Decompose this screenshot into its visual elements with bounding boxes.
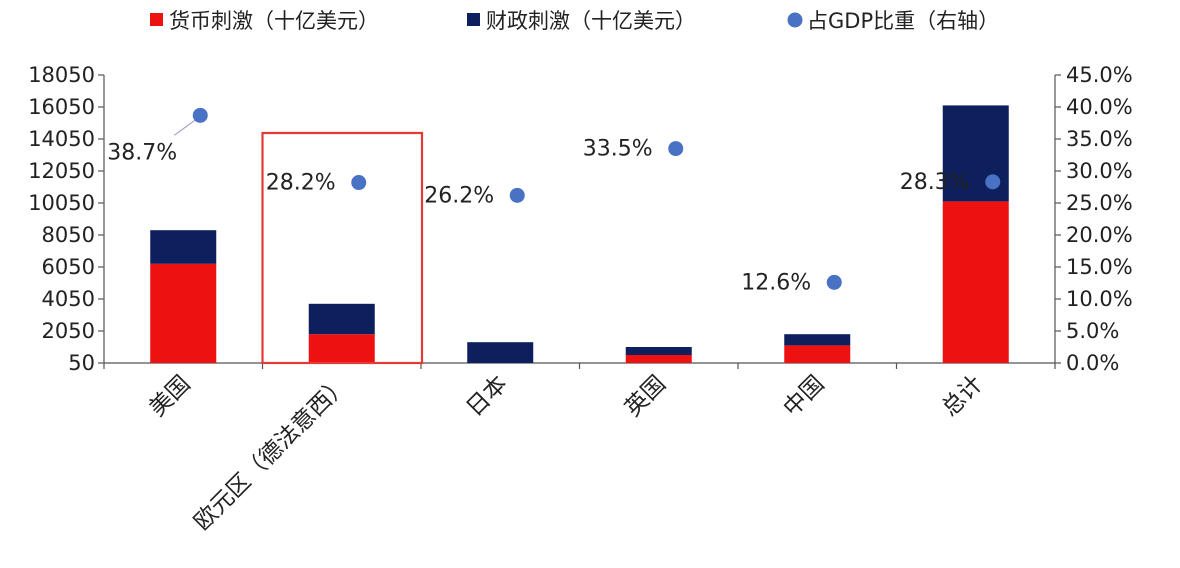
legend-swatch — [787, 12, 803, 28]
y-right-tick-label: 30.0% — [1066, 159, 1133, 183]
gdp-share-point — [509, 187, 525, 203]
y-right-axis: 0.0% 5.0% 10.0% 15.0% 20.0% 25.0% 30.0% 35.0% 40… — [1054, 63, 1133, 375]
bar-monetary — [150, 263, 217, 363]
bar-monetary — [942, 201, 1009, 363]
y-left-tick-label: 8050 — [42, 223, 95, 247]
y-left-tick-label: 50 — [68, 351, 95, 375]
y-left-tick-label: 2050 — [42, 319, 95, 343]
leader-line — [173, 118, 197, 136]
y-left-tick-label: 12050 — [28, 159, 95, 183]
gdp-share-label: 28.3% — [900, 170, 970, 195]
gdp-share-point — [351, 175, 367, 191]
y-left-tick-label: 10050 — [28, 191, 95, 215]
y-right-tick-label: 20.0% — [1066, 223, 1133, 247]
gdp-share-points: 38.7% 28.2% 26.2% 33.5% 12.6% 28.3% — [107, 107, 1001, 295]
highlight-box — [261, 131, 424, 365]
y-left-axis: 50 2050 4050 6050 8050 10050 12050 14050 16050 18… — [28, 63, 105, 375]
legend-label: 货币刺激（十亿美元） — [169, 9, 379, 33]
legend-label: 占GDP比重（右轴） — [807, 9, 999, 33]
y-right-tick-label: 15.0% — [1066, 255, 1133, 279]
x-axis — [103, 362, 1056, 369]
bar-monetary — [625, 355, 692, 363]
legend-swatch — [467, 13, 480, 26]
gdp-share-point — [826, 274, 842, 290]
y-right-tick-label: 10.0% — [1066, 287, 1133, 311]
y-left-tick-label: 16050 — [28, 95, 95, 119]
category-label: 总计 — [937, 371, 988, 422]
bar-fiscal — [308, 303, 375, 335]
highlight-rect — [261, 131, 424, 365]
category-label: 美国 — [145, 371, 196, 422]
y-left-tick-label: 6050 — [42, 255, 95, 279]
bar-fiscal — [467, 342, 534, 363]
category-label: 英国 — [620, 371, 671, 422]
y-right-tick-label: 40.0% — [1066, 95, 1133, 119]
y-right-tick-label: 45.0% — [1066, 63, 1133, 87]
y-right-tick-label: 5.0% — [1066, 319, 1119, 343]
bar-fiscal — [150, 230, 217, 264]
y-left-tick-label: 18050 — [28, 63, 95, 87]
gdp-share-label: 38.7% — [107, 140, 177, 165]
gdp-share-point — [668, 141, 684, 157]
category-label: 中国 — [779, 371, 830, 422]
legend-label: 财政刺激（十亿美元） — [486, 9, 696, 33]
bar-fiscal — [784, 334, 851, 346]
category-label: 欧元区（德法意西） — [189, 371, 354, 536]
y-left-tick-label: 4050 — [42, 287, 95, 311]
bar-monetary — [308, 334, 375, 363]
legend: 货币刺激（十亿美元） 财政刺激（十亿美元） 占GDP比重（右轴） — [150, 9, 999, 33]
gdp-share-label: 12.6% — [741, 270, 811, 295]
y-right-tick-label: 25.0% — [1066, 191, 1133, 215]
y-right-tick-label: 35.0% — [1066, 127, 1133, 151]
bar-monetary — [784, 345, 851, 363]
gdp-share-point — [192, 107, 208, 123]
category-label: 日本 — [462, 371, 513, 422]
gdp-share-point — [985, 174, 1001, 190]
bar-fiscal — [625, 347, 692, 355]
gdp-share-label: 33.5% — [583, 137, 653, 162]
y-right-tick-label: 0.0% — [1066, 351, 1119, 375]
legend-swatch — [150, 13, 163, 26]
bars — [150, 105, 1009, 363]
y-left-tick-label: 14050 — [28, 127, 95, 151]
gdp-share-label: 28.2% — [266, 171, 336, 196]
gdp-share-label: 26.2% — [424, 183, 494, 208]
